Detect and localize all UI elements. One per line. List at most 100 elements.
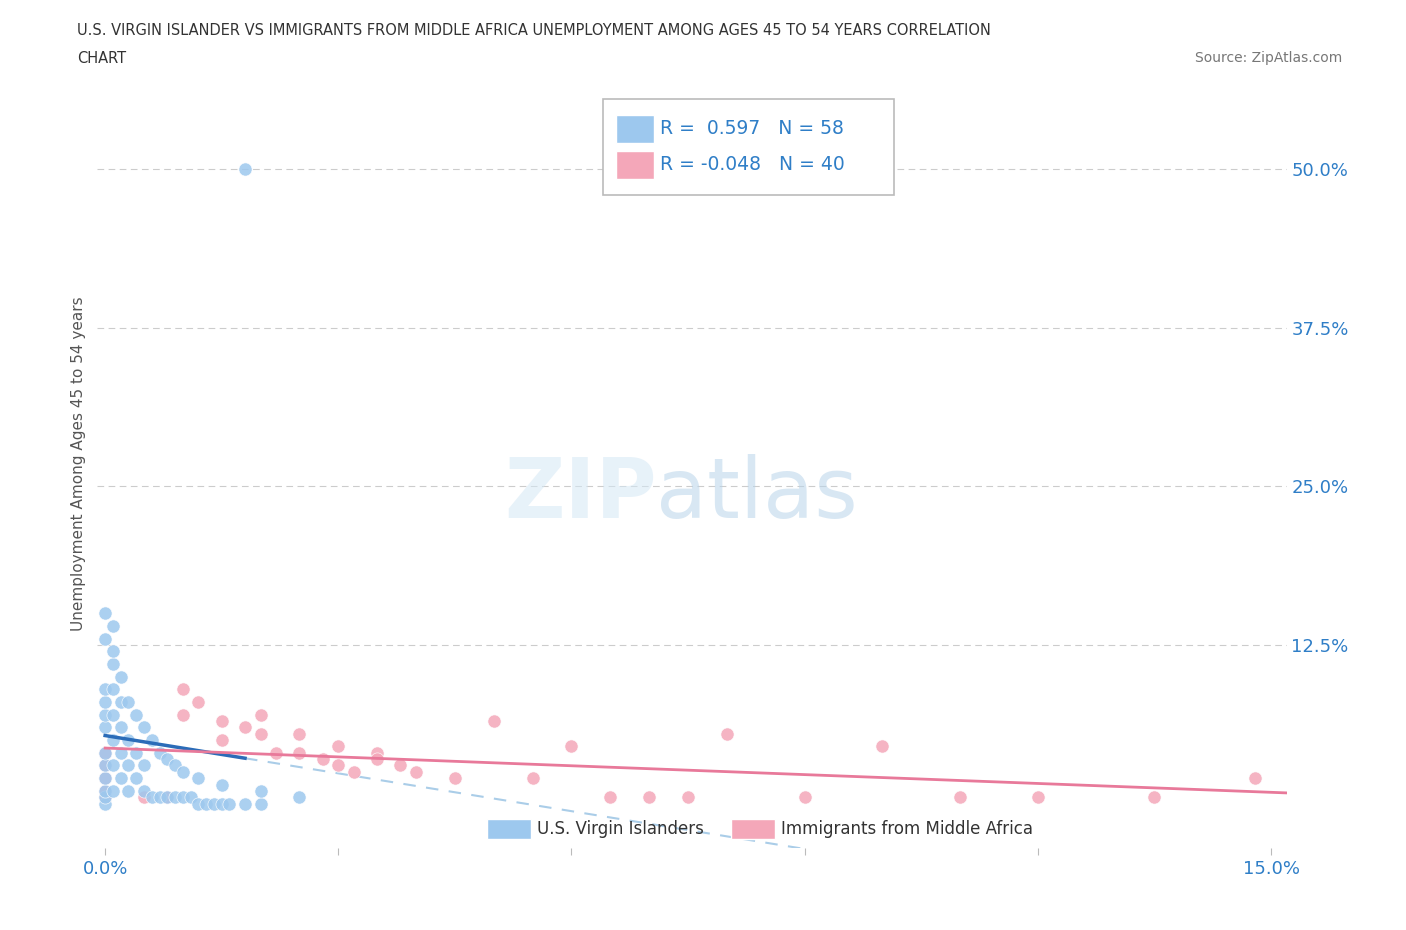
Point	[101, 758, 124, 773]
Point	[172, 790, 194, 804]
Point	[101, 618, 124, 633]
Point	[233, 162, 256, 177]
Text: R = -0.048   N = 40: R = -0.048 N = 40	[659, 155, 845, 174]
Point	[101, 682, 124, 697]
Point	[94, 790, 117, 804]
Point	[288, 745, 311, 760]
Point	[94, 631, 117, 646]
Point	[366, 745, 388, 760]
Point	[125, 708, 148, 723]
Point	[405, 764, 427, 779]
Point	[288, 790, 311, 804]
Point	[117, 758, 139, 773]
Point	[872, 739, 894, 754]
Point	[110, 720, 132, 735]
Point	[94, 783, 117, 798]
Point	[94, 605, 117, 620]
Point	[1143, 790, 1166, 804]
Point	[218, 796, 240, 811]
Point	[211, 713, 233, 728]
Point	[249, 783, 271, 798]
FancyBboxPatch shape	[616, 114, 654, 143]
Point	[793, 790, 815, 804]
FancyBboxPatch shape	[603, 100, 894, 195]
Point	[132, 758, 155, 773]
Text: Immigrants from Middle Africa: Immigrants from Middle Africa	[782, 820, 1033, 838]
Point	[165, 758, 187, 773]
Point	[94, 758, 117, 773]
Point	[110, 695, 132, 710]
Point	[949, 790, 972, 804]
Point	[195, 796, 218, 811]
Point	[125, 745, 148, 760]
Point	[1244, 771, 1267, 786]
Point	[110, 771, 132, 786]
Point	[94, 771, 117, 786]
Point	[233, 796, 256, 811]
FancyBboxPatch shape	[488, 818, 531, 839]
Text: U.S. VIRGIN ISLANDER VS IMMIGRANTS FROM MIDDLE AFRICA UNEMPLOYMENT AMONG AGES 45: U.S. VIRGIN ISLANDER VS IMMIGRANTS FROM …	[77, 23, 991, 38]
Point	[94, 708, 117, 723]
Point	[101, 657, 124, 671]
Point	[187, 695, 209, 710]
Point	[560, 739, 582, 754]
Point	[156, 790, 179, 804]
Point	[249, 726, 271, 741]
Point	[141, 790, 163, 804]
Point	[94, 720, 117, 735]
Text: Source: ZipAtlas.com: Source: ZipAtlas.com	[1195, 51, 1343, 65]
Point	[101, 783, 124, 798]
Text: U.S. Virgin Islanders: U.S. Virgin Islanders	[537, 820, 704, 838]
Point	[94, 796, 117, 811]
Point	[211, 777, 233, 792]
Point	[148, 745, 170, 760]
Point	[343, 764, 366, 779]
Point	[141, 733, 163, 748]
Point	[132, 783, 155, 798]
Point	[249, 796, 271, 811]
Point	[522, 771, 544, 786]
FancyBboxPatch shape	[731, 818, 775, 839]
Point	[187, 771, 209, 786]
Point	[328, 739, 350, 754]
Point	[94, 745, 117, 760]
Point	[110, 670, 132, 684]
Point	[716, 726, 738, 741]
Point	[444, 771, 467, 786]
Point	[172, 708, 194, 723]
Point	[638, 790, 661, 804]
Point	[148, 790, 170, 804]
Point	[132, 720, 155, 735]
Point	[328, 758, 350, 773]
Point	[94, 790, 117, 804]
Point	[249, 708, 271, 723]
Point	[94, 682, 117, 697]
Point	[94, 695, 117, 710]
Text: CHART: CHART	[77, 51, 127, 66]
Point	[117, 783, 139, 798]
Text: ZIP: ZIP	[503, 454, 657, 536]
Point	[117, 695, 139, 710]
Point	[94, 771, 117, 786]
Point	[110, 745, 132, 760]
Point	[288, 726, 311, 741]
Point	[202, 796, 225, 811]
Point	[94, 758, 117, 773]
Point	[125, 771, 148, 786]
Point	[101, 733, 124, 748]
Point	[482, 713, 505, 728]
Point	[156, 790, 179, 804]
Point	[180, 790, 202, 804]
Point	[187, 796, 209, 811]
Point	[101, 708, 124, 723]
Point	[117, 733, 139, 748]
Point	[676, 790, 699, 804]
Text: atlas: atlas	[657, 454, 858, 536]
Point	[94, 745, 117, 760]
Point	[366, 751, 388, 766]
Point	[264, 745, 287, 760]
Point	[172, 682, 194, 697]
Text: R =  0.597   N = 58: R = 0.597 N = 58	[659, 119, 844, 138]
Point	[233, 720, 256, 735]
Point	[132, 790, 155, 804]
